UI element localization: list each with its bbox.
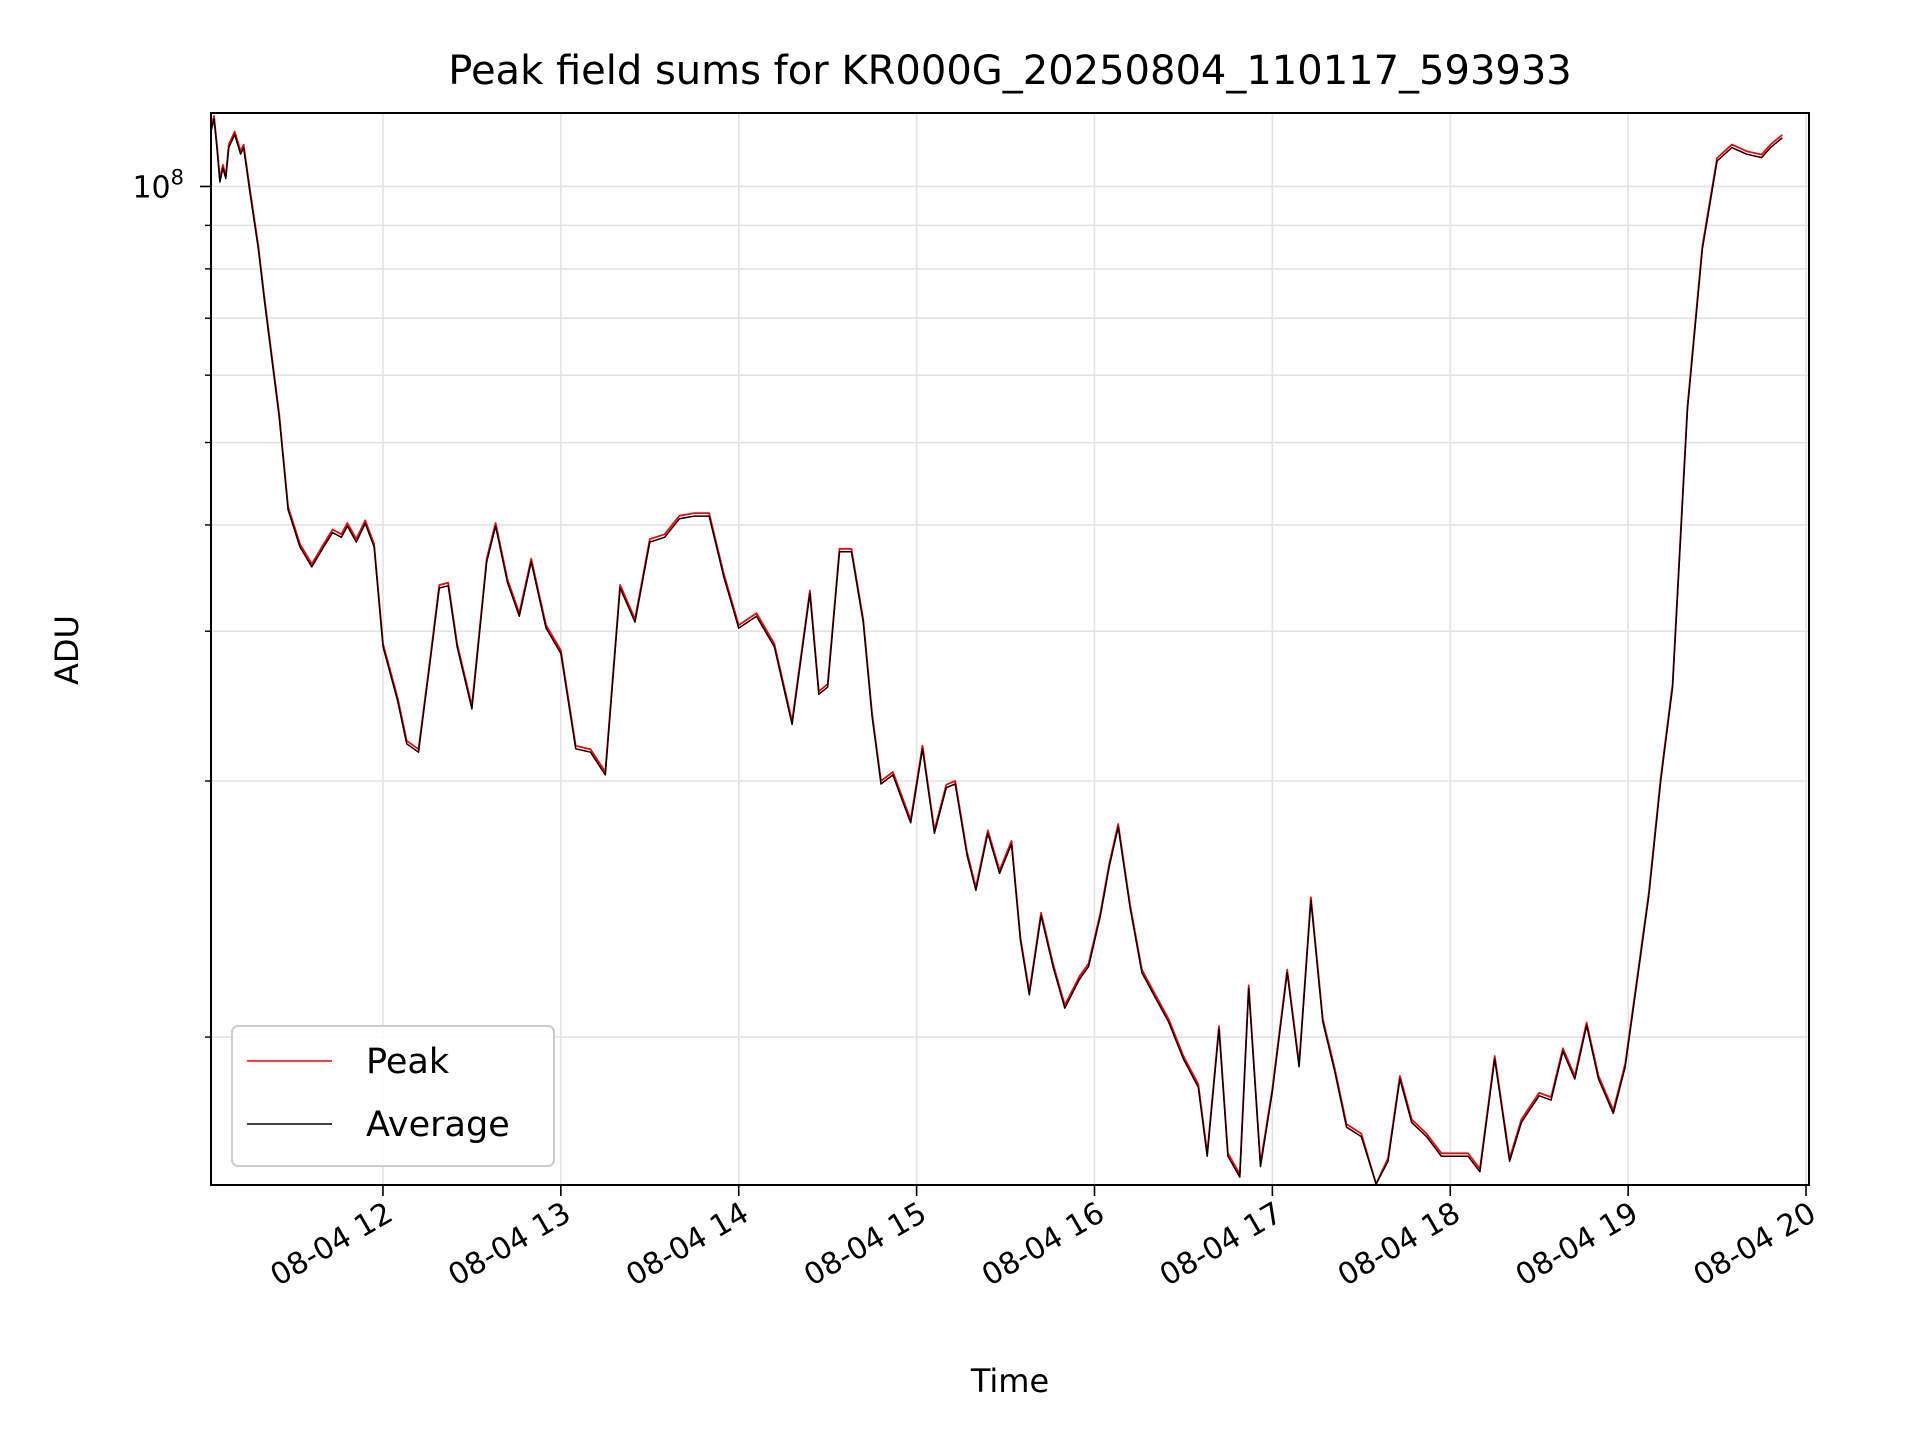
chart-title: Peak field sums for KR000G_20250804_1101… <box>448 48 1572 94</box>
legend: Peak Average <box>231 1025 555 1167</box>
legend-label-average: Average <box>366 1105 510 1145</box>
legend-label-peak: Peak <box>366 1042 450 1082</box>
series-lines <box>210 115 1783 1185</box>
x-axis-title: Time <box>970 1362 1049 1400</box>
y-tick-label: 108 <box>132 165 184 205</box>
y-axis: 108 <box>132 165 211 1038</box>
plot-frame <box>210 112 1810 1186</box>
y-axis-title: ADU <box>48 615 86 685</box>
series-average-line <box>210 118 1783 1185</box>
grid-lines <box>211 113 1809 1185</box>
